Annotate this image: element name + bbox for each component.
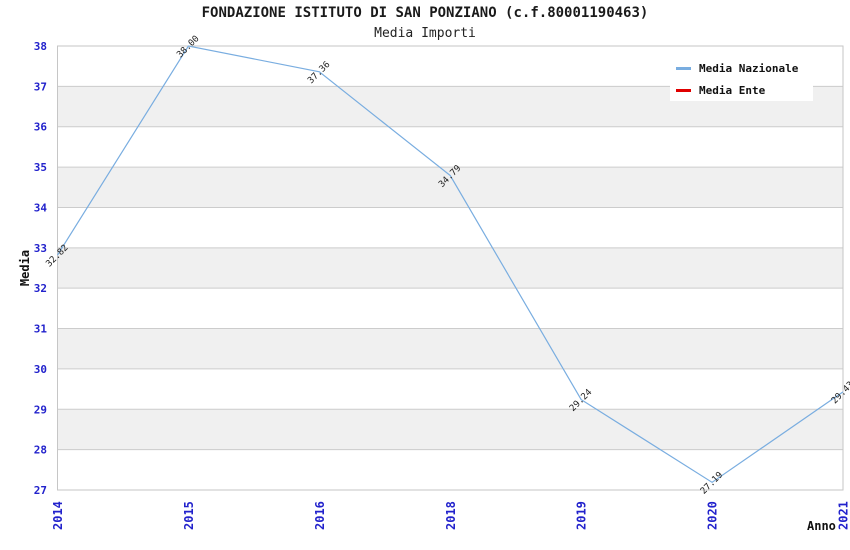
chart-title: FONDAZIONE ISTITUTO DI SAN PONZIANO (c.f… xyxy=(201,5,649,21)
plot-border xyxy=(57,45,844,491)
y-tick-label: 30 xyxy=(34,363,47,376)
y-tick-label: 35 xyxy=(34,161,47,174)
x-tick-label: 2014 xyxy=(51,501,65,530)
point-value-label: 37.36 xyxy=(306,60,332,86)
legend-label: Media Ente xyxy=(699,84,766,97)
y-axis-title: Media xyxy=(18,249,32,287)
x-tick-label: 2018 xyxy=(444,501,458,530)
point-value-label: 38.00 xyxy=(175,34,201,60)
y-tick-label: 32 xyxy=(34,282,47,295)
series-line-media-nazionale xyxy=(56,45,844,484)
legend-item-media-nazionale: Media Nazionale xyxy=(670,59,813,78)
y-tick-label: 29 xyxy=(34,403,47,416)
plot-band xyxy=(57,167,843,208)
legend-item-media-ente: Media Ente xyxy=(670,81,813,100)
x-tick-label: 2021 xyxy=(837,501,850,530)
y-tick-label: 36 xyxy=(34,121,48,134)
point-value-label: 27.19 xyxy=(699,470,725,496)
legend: Media Nazionale Media Ente xyxy=(670,56,813,101)
legend-line-swatch-red xyxy=(676,89,691,92)
y-tick-label: 27 xyxy=(34,484,47,497)
x-tick-label: 2016 xyxy=(313,501,327,530)
y-tick-label: 31 xyxy=(34,323,48,336)
x-tick-label: 2015 xyxy=(182,501,196,530)
y-tick-label: 28 xyxy=(34,444,47,457)
plot-band xyxy=(57,409,843,450)
legend-label: Media Nazionale xyxy=(699,62,799,75)
chart-subtitle: Media Importi xyxy=(374,26,476,41)
y-tick-label: 34 xyxy=(34,201,48,214)
legend-line-swatch-blue xyxy=(676,67,691,70)
x-axis-title: Anno xyxy=(807,519,836,533)
y-tick-label: 37 xyxy=(34,80,47,93)
x-tick-label: 2019 xyxy=(575,501,589,530)
point-value-label: 29.43 xyxy=(830,380,850,406)
plot-band xyxy=(57,247,843,289)
plot-band xyxy=(57,328,843,369)
x-tick-label: 2020 xyxy=(706,501,720,530)
y-tick-label: 33 xyxy=(34,242,47,255)
y-tick-label: 38 xyxy=(34,40,47,53)
